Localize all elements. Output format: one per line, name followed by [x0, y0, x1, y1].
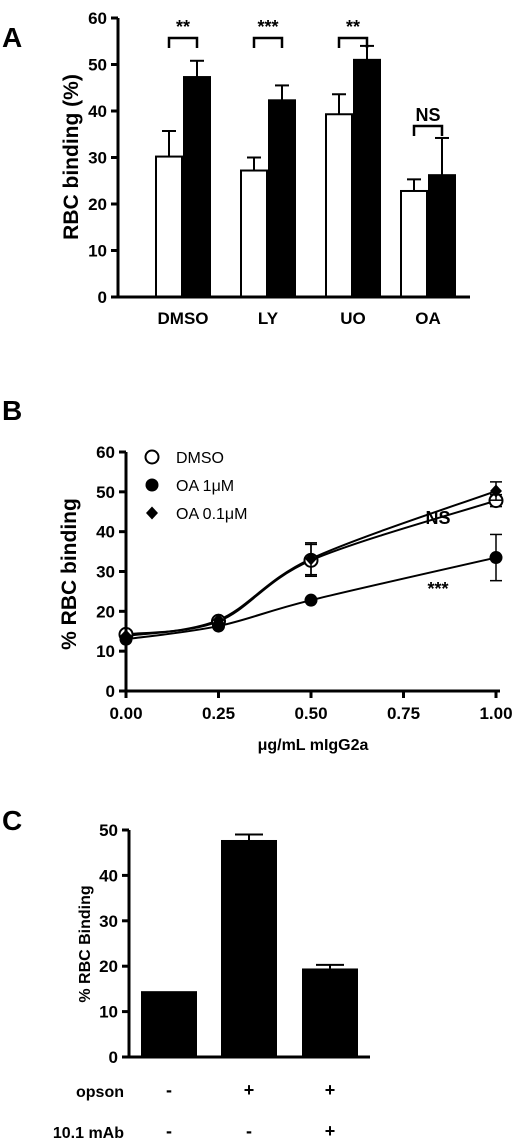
panel-b-y-tick-label: 20	[96, 602, 115, 621]
panel-a-significance: ** *** **NS	[167, 17, 444, 136]
panel-a-y-tick-label: 50	[88, 56, 107, 75]
panel-a-significance-label: **	[176, 17, 190, 37]
panel-b-x-tick-label: 0.00	[109, 704, 142, 723]
panel-b-point-filled-circle	[145, 478, 159, 492]
panel-a-significance-bracket	[412, 124, 444, 136]
panel-b-y-tick-label: 10	[96, 642, 115, 661]
panel-b-annotation-triple-star: ***	[427, 579, 448, 599]
panel-c-y-axis-title: % RBC Binding	[77, 885, 94, 1002]
panel-c-row-label: 10.1 mAb	[53, 1125, 124, 1142]
panel-a-bar	[155, 155, 183, 298]
panel-b-x-tick-label: 1.00	[479, 704, 512, 723]
panel-c-y-tick-label: 20	[99, 957, 118, 976]
panel-b-point-diamond	[305, 552, 317, 566]
panel-a-x-tick-label: DMSO	[158, 309, 209, 328]
panel-b-point-diamond	[146, 506, 158, 520]
panel-c-y-tick-label: 10	[99, 1003, 118, 1022]
panel-a-bars	[155, 44, 456, 299]
panel-b-legend: DMSO OA 1μM OA 0.1μM	[144, 449, 247, 523]
panel-a-significance-bracket	[167, 36, 199, 48]
panel-a-bar	[325, 113, 353, 298]
panel-c-bar	[302, 968, 358, 1057]
panel-a-y-tick-label: 40	[88, 102, 107, 121]
panel-b-letter: B	[2, 395, 22, 426]
panel-a-y-tick-label: 60	[88, 9, 107, 28]
panel-b-x-tick-label: 0.50	[294, 704, 327, 723]
panel-c-y-ticks: 0 10 20 30 40 50	[99, 821, 129, 1067]
panel-c: C % RBC Binding 0 10 20 30 40 50 opson - + +10.1…	[2, 805, 370, 1142]
panel-a-significance-label: NS	[415, 105, 440, 125]
panel-b-x-axis-title: μg/mL mIgG2a	[258, 737, 369, 754]
panel-a-y-tick-label: 10	[88, 242, 107, 261]
panel-a-bar	[268, 99, 296, 299]
panel-a-significance-bracket	[252, 36, 284, 48]
panel-b-point-open-circle	[144, 449, 160, 465]
panel-b-legend-label: DMSO	[176, 450, 224, 467]
panel-c-letter: C	[2, 805, 22, 836]
panel-b-y-ticks: 0 10 20 30 40 50 60	[96, 443, 126, 701]
panel-c-row-sign: -	[246, 1121, 252, 1141]
panel-a-bar	[183, 76, 211, 299]
panel-b-fit-curves	[125, 490, 497, 641]
panel-a-y-tick-label: 30	[88, 149, 107, 168]
panel-a-x-tick-label: LY	[258, 309, 279, 328]
panel-b-y-axis-title: % RBC binding	[58, 498, 81, 650]
panel-c-row-sign: -	[166, 1121, 172, 1141]
panel-b-point-diamond	[212, 613, 225, 627]
panel-c-y-tick-label: 40	[99, 866, 118, 885]
panel-a-bar	[240, 169, 268, 299]
panel-a-bar	[400, 189, 428, 298]
panel-a-significance-bracket	[337, 36, 369, 48]
panel-c-bar	[141, 991, 197, 1057]
panel-c-y-tick-label: 30	[99, 912, 118, 931]
panel-b-points	[118, 481, 504, 646]
panel-c-row-label: opson	[76, 1084, 124, 1101]
panel-c-row-sign: +	[325, 1080, 336, 1100]
panel-b-point-filled-circle	[304, 593, 318, 607]
panel-b-x-tick-label: 0.75	[387, 704, 420, 723]
panel-b-y-tick-label: 50	[96, 483, 115, 502]
panel-b-x-ticks: 0.00 0.25 0.50 0.75 1.00	[109, 691, 513, 723]
panel-b-legend-label: OA 1μM	[176, 478, 234, 495]
panel-a-bar	[428, 174, 456, 298]
panel-a-y-tick-label: 0	[98, 288, 107, 307]
panel-a-significance-label: **	[346, 17, 360, 37]
panel-b-point-filled-circle	[489, 551, 503, 565]
panel-b-fit-curve	[125, 556, 497, 641]
panel-b-y-tick-label: 60	[96, 443, 115, 462]
panel-b-fit-curve	[125, 490, 497, 638]
panel-a-significance-label: ***	[257, 17, 278, 37]
panel-c-y-tick-label: 50	[99, 821, 118, 840]
panel-c-row-sign: -	[166, 1080, 172, 1100]
panel-c-row-sign: +	[244, 1080, 255, 1100]
panel-a-y-ticks: 0 10 20 30 40 50 60	[88, 9, 118, 307]
panel-a-x-tick-label: OA	[415, 309, 441, 328]
panel-c-y-tick-label: 0	[109, 1048, 118, 1067]
panel-a-y-tick-label: 20	[88, 195, 107, 214]
panel-c-bars	[141, 833, 358, 1057]
panel-c-row-sign: +	[325, 1121, 336, 1141]
panel-a-bar	[353, 58, 381, 298]
panel-b: B % RBC binding μg/mL mIgG2a 0 10 20 30 40 50…	[2, 395, 513, 754]
panel-a-x-tick-label: UO	[340, 309, 366, 328]
panel-a-y-axis-title: RBC binding (%)	[60, 74, 83, 240]
panel-b-point-diamond	[490, 484, 502, 498]
panel-b-x-tick-label: 0.25	[202, 704, 235, 723]
panel-a-x-ticks: DMSO LY UO OA	[158, 309, 441, 328]
panel-b-annotation-ns: NS	[425, 508, 450, 528]
panel-b-y-tick-label: 30	[96, 563, 115, 582]
panel-b-y-tick-label: 40	[96, 523, 115, 542]
panel-c-bar	[221, 839, 277, 1057]
panel-b-legend-label: OA 0.1μM	[176, 506, 247, 523]
panel-a-letter: A	[2, 22, 22, 53]
panel-b-y-tick-label: 0	[106, 682, 115, 701]
panel-c-condition-rows: opson - + +10.1 mAb - - +	[53, 1080, 335, 1142]
